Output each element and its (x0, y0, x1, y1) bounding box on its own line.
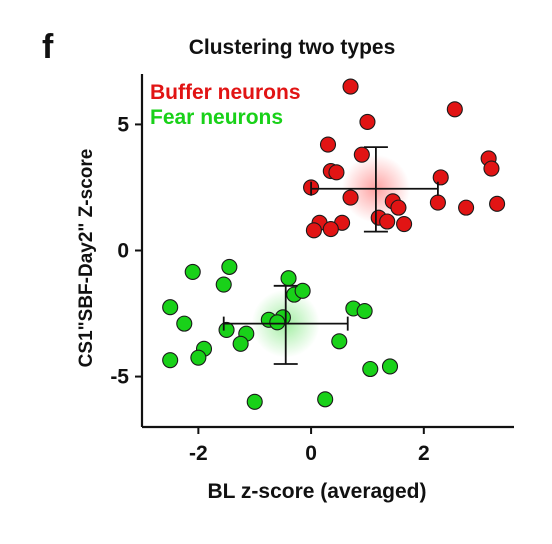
buffer-point (342, 78, 359, 95)
legend-item-fear-neurons: Fear neurons (150, 106, 283, 129)
y-axis-label: CS1"SBF-Day2" Z-score (76, 149, 97, 368)
fear-point (221, 258, 238, 275)
fear-point (331, 333, 348, 350)
x-tick-label: 2 (418, 442, 430, 465)
y-tick-label: 0 (117, 240, 129, 263)
chart-title: Clustering two types (189, 36, 396, 59)
plot-area: -2 0 2 -5 0 5 (110, 74, 514, 465)
buffer-point (353, 146, 370, 163)
fear-point (162, 352, 179, 369)
buffer-point (319, 136, 337, 153)
fear-point (317, 391, 334, 408)
buffer-point (322, 221, 339, 238)
buffer-point (379, 213, 396, 230)
fear-point (280, 270, 297, 287)
fear-point (269, 314, 286, 331)
buffer-point (483, 160, 500, 177)
buffer-point (328, 164, 345, 181)
buffer-point (432, 169, 449, 186)
x-tick-label: -2 (189, 442, 208, 465)
buffer-point (342, 189, 359, 206)
buffer-point (390, 199, 407, 216)
x-axis-label: BL z-score (averaged) (207, 480, 426, 503)
buffer-point (429, 194, 446, 211)
x-tick-label: 0 (305, 442, 317, 465)
buffer-point (396, 215, 413, 233)
fear-point (362, 360, 379, 378)
y-tick-label: -5 (110, 366, 129, 389)
buffer-point (446, 101, 463, 118)
fear-point (356, 302, 373, 320)
fear-point (294, 282, 311, 299)
buffer-point (305, 222, 322, 239)
fear-point (162, 299, 179, 316)
fear-point (184, 263, 201, 280)
fear-point (218, 321, 235, 338)
fear-point (232, 335, 249, 352)
legend-item-buffer-neurons: Buffer neurons (150, 81, 301, 104)
fear-point (215, 276, 232, 293)
panel-label: f (42, 28, 54, 66)
fear-point (176, 315, 193, 332)
fear-point (190, 349, 207, 366)
buffer-point (359, 113, 376, 130)
buffer-point (458, 199, 475, 216)
fear-point (246, 393, 263, 410)
fear-point (381, 358, 399, 375)
y-tick-label: 5 (117, 113, 129, 136)
buffer-point (489, 195, 506, 212)
